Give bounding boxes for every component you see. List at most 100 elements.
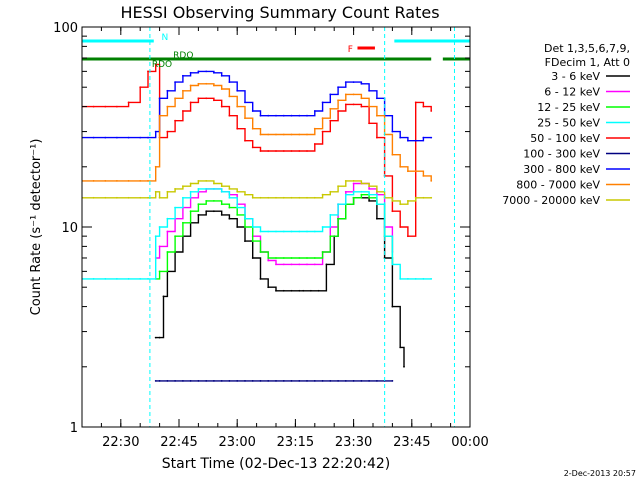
data-point-3-6-kev <box>213 210 215 213</box>
data-point-100-300-kev <box>368 380 370 382</box>
data-point-3-6-kev <box>368 200 370 202</box>
data-point-12-25-kev <box>337 217 339 220</box>
data-point-50-100-kev <box>352 103 355 106</box>
data-point-800-7000-kev <box>282 133 285 136</box>
data-point-7000-20000-kev <box>407 200 409 202</box>
legend-entry-label: 300 - 800 keV <box>523 163 600 176</box>
x-tick-label: 23:30 <box>335 435 372 450</box>
data-point-800-7000-kev <box>275 133 277 136</box>
data-point-25-50-kev <box>158 226 161 228</box>
data-point-50-100-kev <box>197 97 200 100</box>
annotation-label: N <box>162 33 169 43</box>
data-point-50-100-kev <box>298 150 301 152</box>
y-axis-label: Count Rate (s⁻¹ detector⁻¹) <box>29 139 44 316</box>
data-point-300-800-kev <box>197 70 200 73</box>
data-point-6-12-kev <box>290 263 293 266</box>
data-point-25-50-kev <box>352 190 355 193</box>
data-point-50-100-kev <box>344 103 347 106</box>
y-tick-label: 100 <box>53 21 78 36</box>
data-point-50-100-kev <box>182 110 184 112</box>
data-point-800-7000-kev <box>189 84 192 87</box>
data-point-800-7000-kev <box>422 175 425 177</box>
data-point-300-800-kev <box>228 81 231 83</box>
data-point-25-50-kev <box>189 190 192 193</box>
data-point-25-50-kev <box>329 214 332 216</box>
data-point-7000-20000-kev <box>236 190 239 193</box>
data-point-7000-20000-kev <box>376 190 378 193</box>
data-point-50-100-kev <box>228 114 231 117</box>
data-point-12-25-kev <box>189 210 192 213</box>
data-point-25-50-kev <box>104 278 107 280</box>
data-point-800-7000-kev <box>376 114 378 117</box>
data-point-50-100-kev <box>220 105 223 108</box>
data-point-7000-20000-kev <box>182 185 184 188</box>
x-axis-label: Start Time (02-Dec-13 22:20:42) <box>162 456 390 472</box>
data-point-100-300-kev <box>329 380 332 382</box>
data-point-50-100-kev <box>213 99 215 102</box>
data-point-800-7000-kev <box>220 88 223 90</box>
data-point-12-25-kev <box>352 196 355 199</box>
data-point-3-6-kev <box>298 289 301 292</box>
data-point-100-300-kev <box>275 380 277 382</box>
data-point-7000-20000-kev <box>306 196 308 199</box>
data-point-100-300-kev <box>166 380 169 382</box>
data-point-100-300-kev <box>244 380 246 382</box>
data-point-100-300-kev <box>197 380 200 382</box>
data-point-300-800-kev <box>313 110 316 112</box>
data-point-100-300-kev <box>313 380 316 382</box>
x-tick-label: 22:30 <box>102 435 139 450</box>
data-point-7000-20000-kev <box>399 203 402 206</box>
data-point-50-100-kev <box>205 97 208 100</box>
data-point-7000-20000-kev <box>414 196 417 199</box>
data-point-6-12-kev <box>344 190 347 193</box>
data-point-7000-20000-kev <box>282 196 285 199</box>
data-point-50-100-kev <box>127 101 130 104</box>
data-point-800-7000-kev <box>158 114 161 117</box>
legend-entry-label: 6 - 12 keV <box>544 86 600 99</box>
data-point-25-50-kev <box>251 226 254 228</box>
data-point-100-300-kev <box>213 380 215 382</box>
legend-title: FDecim 1, Att 0 <box>545 56 630 69</box>
data-point-300-800-kev <box>182 74 184 77</box>
data-point-25-50-kev <box>275 230 277 233</box>
data-point-800-7000-kev <box>329 107 332 110</box>
data-point-3-6-kev <box>267 286 270 289</box>
data-point-6-12-kev <box>158 245 161 248</box>
data-point-50-100-kev <box>147 70 149 73</box>
data-point-300-800-kev <box>282 114 285 117</box>
data-point-7000-20000-kev <box>127 196 130 199</box>
data-point-800-7000-kev <box>213 84 215 87</box>
data-point-300-800-kev <box>290 114 293 117</box>
data-point-3-6-kev <box>158 336 161 339</box>
data-point-50-100-kev <box>282 150 285 152</box>
data-point-3-6-kev <box>251 257 254 259</box>
data-point-7000-20000-kev <box>189 182 192 185</box>
data-point-6-12-kev <box>306 263 308 266</box>
data-point-7000-20000-kev <box>92 196 95 199</box>
data-point-25-50-kev <box>166 217 169 220</box>
data-point-800-7000-kev <box>236 105 239 108</box>
data-point-50-100-kev <box>391 210 394 213</box>
data-point-100-300-kev <box>158 380 161 382</box>
data-point-800-7000-kev <box>228 95 231 98</box>
data-point-7000-20000-kev <box>391 200 394 202</box>
data-point-300-800-kev <box>174 81 177 83</box>
data-point-25-50-kev <box>244 217 246 220</box>
data-point-3-6-kev <box>154 336 157 339</box>
data-point-300-800-kev <box>259 114 262 117</box>
data-point-800-7000-kev <box>344 93 347 96</box>
data-point-50-100-kev <box>329 119 332 122</box>
chart-title: HESSI Observing Summary Count Rates <box>120 3 439 22</box>
data-point-100-300-kev <box>306 380 308 382</box>
data-point-12-25-kev <box>275 257 277 259</box>
legend-title: Det 1,3,5,6,7,9, <box>544 42 630 55</box>
data-point-100-300-kev <box>344 380 347 382</box>
data-point-300-800-kev <box>376 97 378 100</box>
data-point-25-50-kev <box>430 278 433 280</box>
data-point-800-7000-kev <box>104 180 107 182</box>
data-point-50-100-kev <box>360 105 363 108</box>
data-point-12-25-kev <box>290 257 293 259</box>
legend-entry-label: 25 - 50 keV <box>537 117 600 130</box>
data-point-50-100-kev <box>407 235 409 238</box>
data-point-800-7000-kev <box>352 93 355 96</box>
